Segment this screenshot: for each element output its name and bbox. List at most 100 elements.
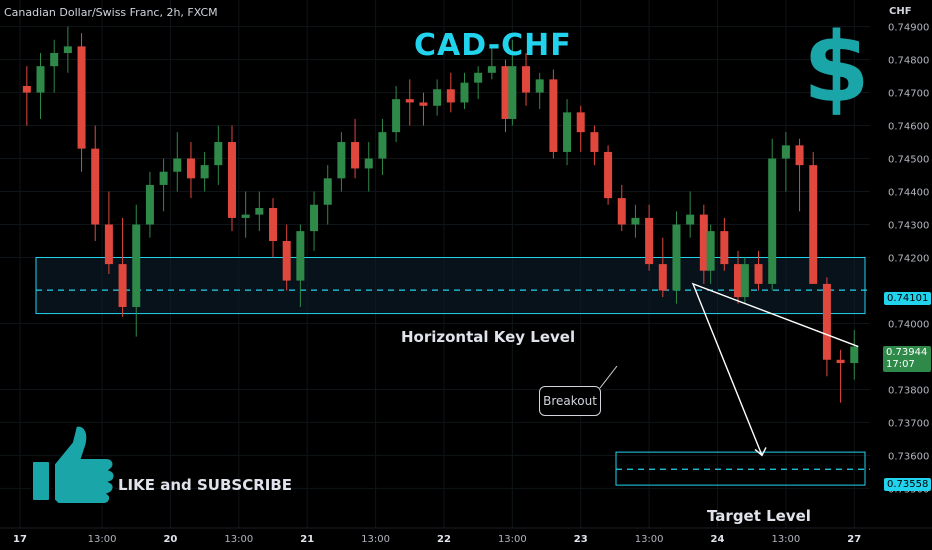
price-tick-label: 0.74900 xyxy=(888,23,929,34)
time-tick-label: 13:00 xyxy=(498,534,527,545)
dollar-sign-icon: $ xyxy=(803,12,870,124)
current-price-badge: 0.73944 17:07 xyxy=(883,346,931,372)
candle-body xyxy=(173,158,182,172)
candle-body xyxy=(590,132,599,152)
price-tick-label: 0.74200 xyxy=(888,254,929,265)
candle-body xyxy=(617,198,626,225)
candle-body xyxy=(645,217,654,265)
price-tick-label: 0.73800 xyxy=(888,385,929,396)
price-tick-label: 0.74800 xyxy=(888,56,929,67)
candle-body xyxy=(433,89,442,106)
candle-body xyxy=(77,46,86,149)
candle-body xyxy=(296,231,305,281)
candle-body xyxy=(487,66,496,73)
candle-body xyxy=(118,264,127,307)
symbol-title: Canadian Dollar/Swiss Franc, 2h, FXCM xyxy=(4,6,218,19)
candle-body xyxy=(364,158,373,169)
target-level-label: Target Level xyxy=(707,507,811,525)
candle-body xyxy=(269,208,278,242)
candle-body xyxy=(658,264,667,291)
candle-body xyxy=(604,151,613,199)
candle-body xyxy=(734,264,743,298)
target-level-zone xyxy=(615,451,866,486)
thumbs-up-icon xyxy=(31,424,116,505)
projection-arrowhead xyxy=(754,447,767,457)
target-level-price-badge: 0.73558 xyxy=(884,478,932,491)
price-tick-label: 0.73600 xyxy=(888,451,929,462)
candle-body xyxy=(145,184,154,225)
price-tick-label: 0.74500 xyxy=(888,155,929,166)
price-tick-label: 0.74300 xyxy=(888,221,929,232)
candle-body xyxy=(563,112,572,152)
price-tick-label: 0.74700 xyxy=(888,89,929,100)
time-tick-label: 13:00 xyxy=(361,534,390,545)
candle-body xyxy=(186,158,195,179)
time-tick-label: 13:00 xyxy=(224,534,253,545)
price-tick-label: 0.74400 xyxy=(888,188,929,199)
candle-body xyxy=(323,178,332,205)
candle-body xyxy=(63,46,72,53)
candle-body xyxy=(200,165,209,179)
candle-body xyxy=(754,264,763,284)
candle-body xyxy=(795,145,804,166)
candle-body xyxy=(686,214,695,225)
key-level-price-badge: 0.74101 xyxy=(884,292,932,305)
candle-body xyxy=(672,224,681,291)
candle-body xyxy=(474,72,483,83)
time-tick-label: 24 xyxy=(711,534,725,545)
candle-body xyxy=(392,99,401,133)
candle-body xyxy=(241,214,250,218)
candle-body xyxy=(351,142,360,169)
projection-path xyxy=(691,282,859,456)
countdown-timer: 17:07 xyxy=(886,359,915,370)
candle-body xyxy=(720,231,729,265)
candle-body xyxy=(132,224,141,307)
candle-body xyxy=(36,66,45,93)
pair-title: CAD-CHF xyxy=(414,28,572,63)
candle-body xyxy=(378,132,387,159)
candle-body xyxy=(535,79,544,93)
candle-body xyxy=(549,79,558,152)
candle-body xyxy=(781,145,790,159)
time-tick-label: 13:00 xyxy=(771,534,800,545)
candle-body xyxy=(22,85,31,93)
axis-unit: CHF xyxy=(889,6,912,17)
key-level-zone xyxy=(35,257,866,315)
candle-body xyxy=(706,231,715,271)
candle-body xyxy=(822,283,831,360)
time-tick-label: 22 xyxy=(437,534,451,545)
price-axis-bg xyxy=(870,0,932,550)
candle-body xyxy=(255,208,264,215)
candle-body xyxy=(214,142,223,166)
candle-body xyxy=(631,217,640,225)
time-tick-label: 20 xyxy=(163,534,177,545)
candle-body xyxy=(699,214,708,271)
time-tick-label: 21 xyxy=(300,534,314,545)
time-tick-label: 17 xyxy=(13,534,27,545)
candle-body xyxy=(91,148,100,225)
candle-body xyxy=(576,112,585,133)
key-level-label: Horizontal Key Level xyxy=(401,328,576,346)
time-tick-label: 13:00 xyxy=(88,534,117,545)
current-price-value: 0.73944 xyxy=(886,347,928,358)
candle-body xyxy=(768,158,777,284)
time-tick-label: 23 xyxy=(574,534,588,545)
price-tick-label: 0.73700 xyxy=(888,418,929,429)
price-tick-label: 0.74000 xyxy=(888,319,929,330)
candle-body xyxy=(522,66,531,93)
candle-body xyxy=(850,346,859,364)
candle-body xyxy=(836,359,845,364)
candle-body xyxy=(405,99,414,103)
candle-body xyxy=(50,52,59,67)
candle-body xyxy=(282,241,291,281)
candle-body xyxy=(159,171,168,185)
like-subscribe-label: LIKE and SUBSCRIBE xyxy=(118,476,293,494)
candle-body xyxy=(446,89,455,103)
candle-body xyxy=(501,66,510,119)
candle-body xyxy=(508,66,517,119)
breakout-callout: Breakout xyxy=(539,386,601,416)
candle-body xyxy=(227,142,236,218)
candle-body xyxy=(740,264,749,298)
candle-body xyxy=(310,204,319,232)
